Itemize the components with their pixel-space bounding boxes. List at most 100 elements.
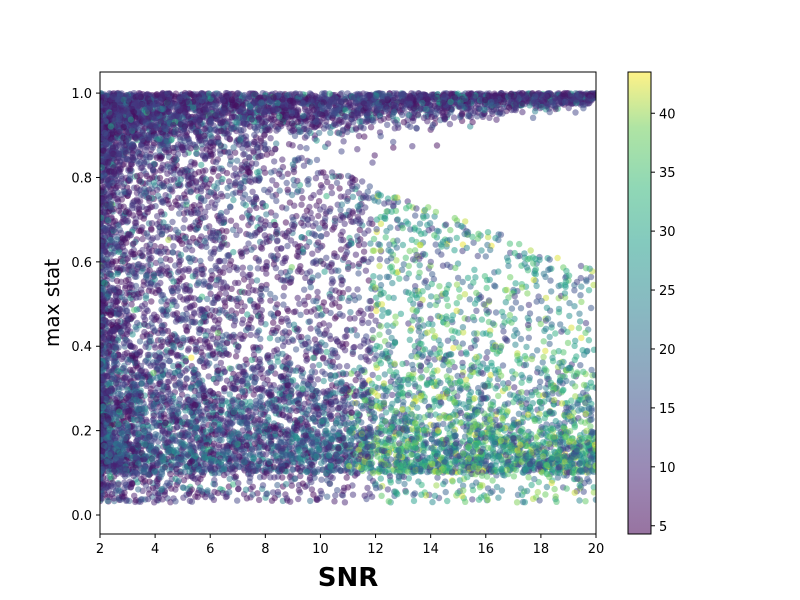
scatter-point	[539, 359, 546, 366]
scatter-point	[528, 481, 535, 489]
scatter-point	[323, 192, 330, 200]
scatter-point	[459, 482, 467, 489]
scatter-point	[136, 338, 144, 345]
scatter-point	[384, 121, 391, 128]
scatter-point	[113, 277, 121, 285]
scatter-point	[385, 294, 392, 301]
scatter-point	[390, 138, 397, 146]
scatter-point	[429, 271, 436, 278]
scatter-point	[352, 376, 359, 384]
scatter-point	[517, 305, 525, 312]
scatter-point	[248, 278, 255, 285]
scatter-point	[217, 285, 225, 292]
scatter-point	[145, 490, 153, 497]
scatter-point	[261, 186, 268, 194]
scatter-point	[152, 344, 159, 351]
scatter-point	[406, 247, 413, 255]
scatter-point	[274, 481, 281, 489]
scatter-point	[336, 216, 344, 224]
scatter-point	[221, 257, 228, 265]
scatter-point	[137, 496, 144, 503]
scatter-point	[505, 262, 512, 269]
scatter-point	[361, 492, 368, 499]
scatter-point	[341, 220, 348, 227]
scatter-point	[345, 297, 352, 304]
scatter-point	[446, 236, 454, 244]
scatter-point	[144, 495, 152, 503]
scatter-point	[462, 376, 470, 383]
scatter-point	[542, 491, 549, 498]
scatter-point	[463, 244, 470, 252]
scatter-point	[144, 209, 151, 216]
scatter-point	[375, 374, 382, 382]
scatter-point	[154, 213, 161, 220]
scatter-point	[512, 326, 519, 334]
scatter-point	[582, 498, 589, 505]
scatter-point	[369, 371, 376, 379]
scatter-point	[307, 325, 314, 332]
scatter-point	[478, 247, 485, 254]
scatter-point	[213, 185, 220, 192]
scatter-point	[188, 354, 195, 361]
scatter-point	[197, 257, 204, 265]
scatter-point	[315, 212, 322, 220]
scatter-point	[534, 347, 541, 354]
scatter-point	[267, 169, 275, 176]
scatter-point	[148, 298, 155, 305]
scatter-point	[336, 185, 343, 192]
scatter-point	[226, 391, 233, 398]
scatter-point	[247, 331, 254, 339]
scatter-point	[371, 152, 378, 159]
scatter-point	[535, 478, 542, 486]
scatter-point	[483, 354, 490, 362]
scatter-point	[182, 414, 189, 421]
scatter-point	[433, 142, 441, 149]
scatter-point	[450, 114, 458, 121]
scatter-point	[346, 315, 354, 322]
scatter-point	[335, 267, 342, 274]
scatter-point	[534, 488, 541, 496]
scatter-point	[484, 233, 492, 241]
scatter-point	[444, 337, 452, 344]
scatter-point	[587, 423, 594, 430]
scatter-point	[418, 481, 425, 489]
scatter-point	[300, 162, 308, 169]
scatter-point	[512, 299, 520, 306]
scatter-point	[398, 384, 405, 392]
scatter-point	[366, 183, 373, 190]
scatter-point	[239, 264, 246, 271]
scatter-point	[389, 391, 396, 399]
scatter-point	[400, 398, 407, 406]
data-points	[100, 89, 596, 506]
scatter-point	[552, 493, 559, 500]
scatter-point	[360, 248, 368, 255]
scatter-point	[456, 387, 463, 394]
scatter-point	[517, 335, 525, 343]
scatter-point	[390, 294, 397, 302]
scatter-point	[334, 487, 341, 494]
scatter-point	[355, 132, 363, 140]
scatter-point	[493, 483, 501, 491]
scatter-point	[557, 321, 564, 328]
scatter-point	[582, 329, 589, 336]
scatter-point	[223, 284, 230, 291]
scatter-point	[379, 306, 386, 313]
scatter-point	[292, 346, 300, 353]
scatter-point	[469, 482, 476, 489]
scatter-point	[486, 114, 493, 122]
scatter-point	[267, 135, 274, 142]
scatter-point	[279, 156, 286, 163]
scatter-point	[122, 284, 129, 292]
scatter-point	[369, 279, 377, 286]
scatter-point	[575, 324, 583, 332]
scatter-point	[233, 157, 241, 164]
scatter-point	[186, 497, 194, 504]
scatter-point	[421, 346, 429, 353]
scatter-point	[314, 288, 321, 296]
scatter-point	[525, 334, 532, 341]
scatter-point	[445, 367, 453, 374]
scatter-point	[148, 203, 156, 210]
scatter-point	[554, 254, 561, 262]
scatter-point	[576, 497, 583, 504]
scatter-point	[363, 333, 370, 340]
